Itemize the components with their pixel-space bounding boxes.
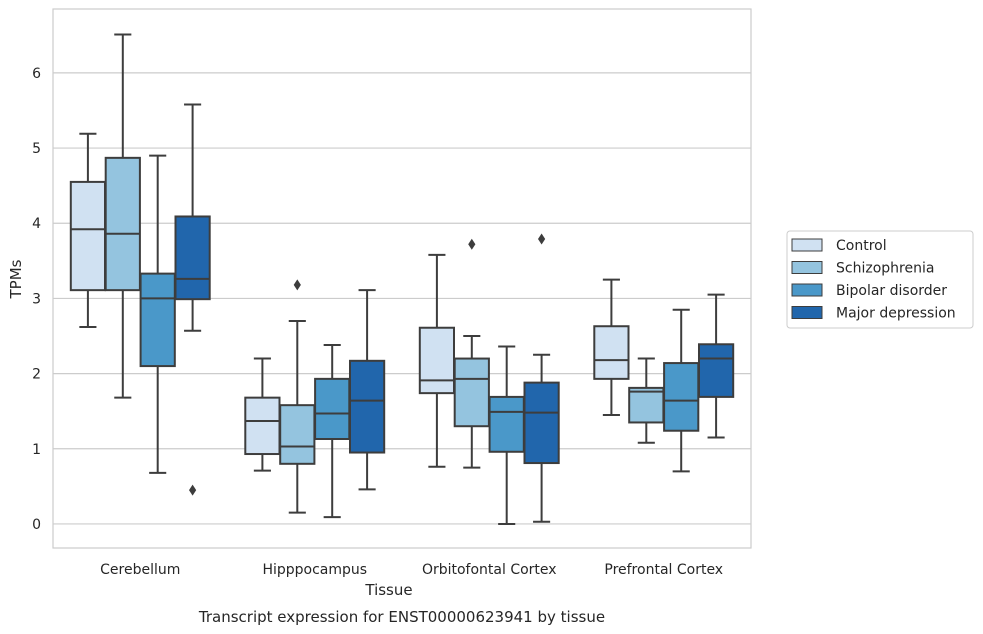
y-axis-title: TPMs <box>7 259 25 299</box>
outlier-point <box>189 484 197 496</box>
y-tick-label: 5 <box>32 141 41 157</box>
box <box>69 132 107 328</box>
box <box>244 357 281 472</box>
box <box>174 103 211 496</box>
box <box>453 238 490 469</box>
box-iqr <box>314 377 351 440</box>
y-tick-labels: 0 1 2 3 4 5 6 <box>32 66 41 533</box>
series-major-depression <box>174 103 735 523</box>
x-tick-label: Hipppocampus <box>262 562 367 578</box>
legend-label: Major depression <box>836 306 956 322</box>
legend-label: Schizophrenia <box>836 261 934 277</box>
box <box>488 345 525 525</box>
chart-caption: Transcript expression for ENST0000062394… <box>198 608 605 626</box>
box-iqr <box>593 325 630 380</box>
box <box>593 278 630 416</box>
box-iqr <box>279 404 316 465</box>
box <box>279 279 316 514</box>
box-iqr <box>348 359 386 454</box>
y-tick-label: 6 <box>32 66 41 82</box>
x-tick-labels: Cerebellum Hipppocampus Orbitofontal Corte… <box>100 562 723 578</box>
y-tick-label: 4 <box>32 216 41 232</box>
box <box>523 233 560 523</box>
legend-label: Bipolar disorder <box>836 283 947 299</box>
series-schizophrenia <box>104 33 665 514</box>
box <box>628 357 665 444</box>
box <box>418 253 456 468</box>
y-tick-label: 1 <box>32 442 41 458</box>
x-tick-label: Orbitofontal Cortex <box>422 562 557 578</box>
box-iqr <box>453 357 490 428</box>
box-iqr <box>523 381 560 465</box>
legend-frame <box>786 230 974 329</box>
box <box>314 344 351 519</box>
outlier-point <box>468 238 476 250</box>
y-tick-label: 0 <box>32 517 41 533</box>
box-series <box>69 33 735 525</box>
plot-area-frame <box>52 8 752 549</box>
box <box>697 293 735 439</box>
box <box>104 33 141 399</box>
box-iqr <box>174 215 211 301</box>
x-tick-label: Cerebellum <box>100 562 180 578</box>
legend: Control Schizophrenia Bipolar disorder Majo… <box>786 230 974 329</box>
box <box>139 154 176 474</box>
box <box>348 289 386 491</box>
legend-swatch <box>791 283 823 297</box>
box-iqr <box>488 395 525 453</box>
x-tick-label: Prefrontal Cortex <box>604 562 723 578</box>
box <box>663 308 700 473</box>
legend-swatch <box>791 261 823 274</box>
legend-label: Control <box>836 238 887 254</box>
legend-swatch <box>791 238 823 252</box>
box-iqr <box>418 326 456 395</box>
legend-swatch <box>791 306 823 319</box>
box-iqr <box>663 362 700 432</box>
box-iqr <box>69 180 107 292</box>
box-iqr <box>697 343 735 398</box>
box-iqr <box>139 272 176 368</box>
y-tick-label: 2 <box>32 367 41 383</box>
box-iqr <box>104 156 141 292</box>
y-tick-label: 3 <box>32 291 41 307</box>
box-iqr <box>628 386 665 424</box>
outlier-point <box>293 279 301 291</box>
series-bipolar-disorder <box>139 154 700 525</box>
outlier-point <box>538 233 546 245</box>
x-axis-title: Tissue <box>364 581 412 599</box>
box-iqr <box>244 396 281 456</box>
series-control <box>69 132 630 472</box>
